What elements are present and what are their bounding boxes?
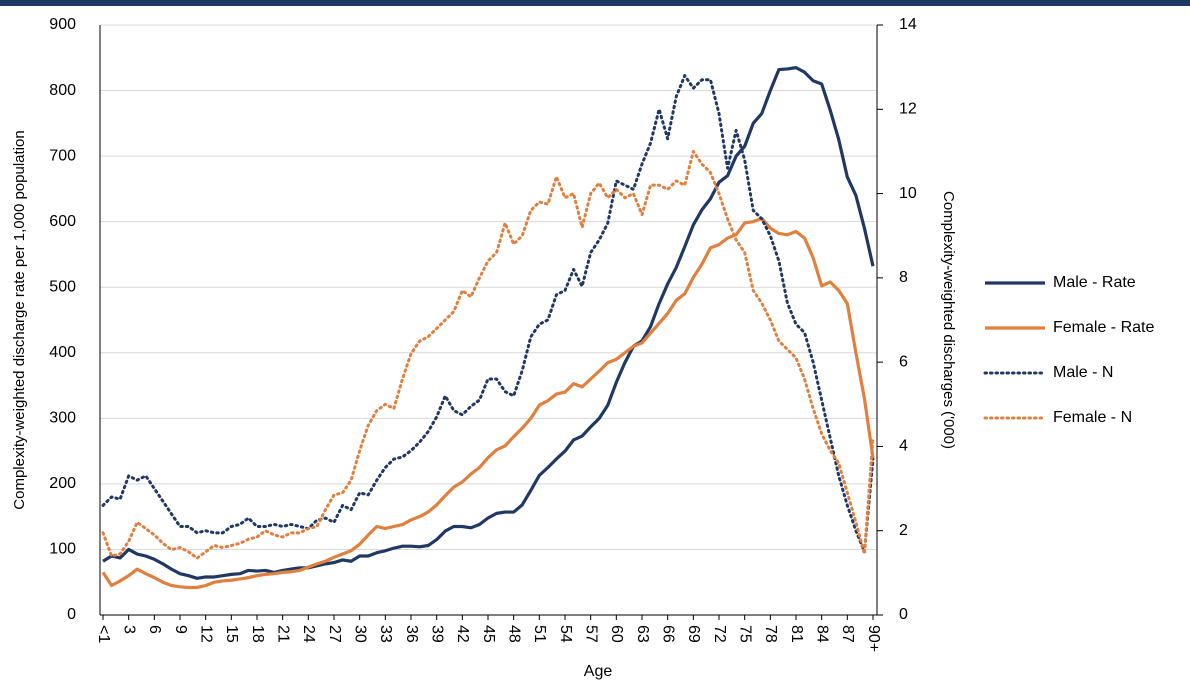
y2-tick-label: 12 bbox=[899, 101, 917, 118]
y2-tick-label: 8 bbox=[899, 269, 908, 286]
series-line bbox=[102, 66, 875, 580]
x-tick-label: 60 bbox=[608, 625, 625, 643]
x-tick-label: 39 bbox=[428, 625, 445, 643]
x-tick-label: 18 bbox=[249, 625, 266, 643]
y2-tick-label: 2 bbox=[899, 522, 908, 539]
y-tick-label: 200 bbox=[49, 475, 76, 492]
x-tick-label: 57 bbox=[582, 625, 599, 643]
legend-label: Male - Rate bbox=[1053, 274, 1136, 291]
x-tick-label: 6 bbox=[146, 625, 163, 634]
x-tick-label: 42 bbox=[454, 625, 471, 643]
y-tick-label: 700 bbox=[49, 147, 76, 164]
y-tick-label: 600 bbox=[49, 213, 76, 230]
x-tick-label: 81 bbox=[788, 625, 805, 643]
x-tick-label: 51 bbox=[531, 625, 548, 643]
y-tick-label: 800 bbox=[49, 82, 76, 99]
x-tick-label: 27 bbox=[326, 625, 343, 643]
y2-tick-label: 10 bbox=[899, 185, 917, 202]
x-tick-label: 9 bbox=[172, 625, 189, 634]
x-tick-label: 45 bbox=[480, 625, 497, 643]
x-tick-label: 63 bbox=[634, 625, 651, 643]
y2-tick-label: 6 bbox=[899, 353, 908, 370]
top-bar bbox=[0, 0, 1190, 6]
x-tick-label: 78 bbox=[762, 625, 779, 643]
x-tick-label: 72 bbox=[711, 625, 728, 643]
y-tick-label: 400 bbox=[49, 344, 76, 361]
legend-label: Male - N bbox=[1053, 364, 1113, 381]
x-tick-label: 12 bbox=[197, 625, 214, 643]
x-tick-label: 66 bbox=[659, 625, 676, 643]
legend-label: Female - N bbox=[1053, 409, 1132, 426]
y-tick-label: 100 bbox=[49, 541, 76, 558]
x-tick-label: 36 bbox=[403, 625, 420, 643]
y-tick-label: 500 bbox=[49, 278, 76, 295]
series-line bbox=[101, 74, 875, 554]
y-tick-label: 900 bbox=[49, 16, 76, 33]
x-tick-label: 87 bbox=[839, 625, 856, 643]
x-tick-label: 75 bbox=[736, 625, 753, 643]
x-tick-label: <1 bbox=[95, 625, 112, 643]
x-tick-label: 15 bbox=[223, 625, 240, 643]
series-line bbox=[101, 216, 875, 590]
x-tick-label: 33 bbox=[377, 625, 394, 643]
legend-label: Female - Rate bbox=[1053, 319, 1154, 336]
x-tick-label: 69 bbox=[685, 625, 702, 643]
y-tick-label: 300 bbox=[49, 410, 76, 427]
y2-axis-title: Complexity-weighted discharges ('000) bbox=[940, 191, 957, 449]
x-tick-label: 84 bbox=[813, 625, 830, 643]
y2-tick-label: 0 bbox=[899, 606, 908, 623]
series-line bbox=[101, 149, 875, 560]
y2-tick-label: 14 bbox=[899, 16, 917, 33]
x-tick-label: 48 bbox=[505, 625, 522, 643]
x-tick-label: 90+ bbox=[865, 625, 882, 652]
x-tick-label: 54 bbox=[557, 625, 574, 643]
x-tick-label: 30 bbox=[351, 625, 368, 643]
y-axis-title: Complexity-weighted discharge rate per 1… bbox=[11, 130, 28, 509]
x-tick-label: 3 bbox=[120, 625, 137, 634]
x-axis-title: Age bbox=[584, 663, 613, 680]
x-tick-label: 21 bbox=[274, 625, 291, 643]
y2-tick-label: 4 bbox=[899, 438, 908, 455]
y-tick-label: 0 bbox=[67, 606, 76, 623]
x-tick-label: 24 bbox=[300, 625, 317, 643]
